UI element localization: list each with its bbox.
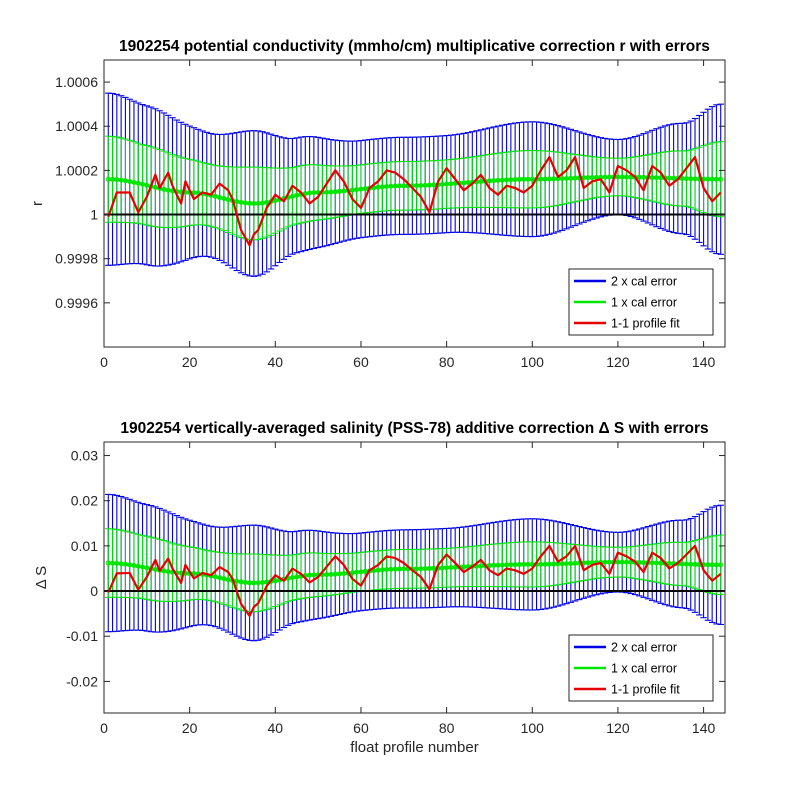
y-tick-label: 1.0006 <box>55 74 98 90</box>
error-center-marker <box>217 194 223 200</box>
profile-fit-line <box>107 156 722 247</box>
plot-content <box>104 493 725 642</box>
error-center-marker <box>289 193 295 199</box>
error-center-marker <box>225 197 231 203</box>
x-tick-label: 40 <box>268 354 284 370</box>
y-tick-label: 0.03 <box>71 448 98 464</box>
x-tick-label: 20 <box>182 354 198 370</box>
x-tick-label: 60 <box>353 354 369 370</box>
legend-label: 2 x cal error <box>611 275 677 289</box>
y-tick-label: 0 <box>90 583 98 599</box>
subplot-2: 0 20 40 60 80 100 120 140 -0.02 -0.01 0 0.01 0.02 0.0… <box>33 420 726 756</box>
legend: 2 x cal error 1 x cal error 1-1 profile fi… <box>568 268 714 336</box>
x-tick-label: 0 <box>100 720 108 736</box>
legend-label: 1 x cal error <box>611 296 677 310</box>
axes-box <box>103 441 726 714</box>
error-center-marker <box>221 196 227 202</box>
y-tick-label: 1.0004 <box>55 118 98 134</box>
y-axis-label: r <box>29 201 46 206</box>
subplot-1: 0 20 40 60 80 100 120 140 0.9996 0.9998 1 1.0002 1.0… <box>29 38 726 370</box>
y-tick-label: 0.01 <box>71 538 98 554</box>
x-tick-label: 120 <box>606 720 630 736</box>
legend-label: 1 x cal error <box>611 662 677 676</box>
error-center-marker <box>272 198 278 204</box>
axes-box <box>103 59 726 348</box>
error-center-marker <box>144 182 150 188</box>
x-tick-label: 20 <box>182 720 198 736</box>
x-tick-label: 140 <box>692 354 716 370</box>
chart-title: 1902254 potential conductivity (mmho/cm)… <box>119 38 710 55</box>
y-tick-label: -0.01 <box>66 628 98 644</box>
error-center-marker <box>212 193 218 199</box>
profile-fit-line <box>107 544 722 617</box>
y-tick-label: 0.02 <box>71 493 98 509</box>
x-tick-label: 80 <box>439 720 455 736</box>
x-tick-label: 0 <box>100 354 108 370</box>
chart-title: 1902254 vertically-averaged salinity (PS… <box>120 420 708 437</box>
legend: 2 x cal error 1 x cal error 1-1 profile fi… <box>568 634 714 702</box>
x-tick-label: 140 <box>692 720 716 736</box>
x-tick-label: 100 <box>521 354 545 370</box>
x-tick-label: 60 <box>353 720 369 736</box>
x-tick-label: 120 <box>606 354 630 370</box>
y-axis-label: Δ S <box>33 566 50 589</box>
y-tick-label: -0.02 <box>66 673 98 689</box>
x-axis-label: float profile number <box>350 739 478 756</box>
x-tick-label: 80 <box>439 354 455 370</box>
y-tick-label: 1.0002 <box>55 162 98 178</box>
x-tick-label: 40 <box>268 720 284 736</box>
plot-content <box>104 92 725 277</box>
y-tick-label: 0.9998 <box>55 251 98 267</box>
y-tick-label: 1 <box>90 207 98 223</box>
error-center-marker <box>140 181 146 187</box>
x-tick-label: 100 <box>521 720 545 736</box>
error-center-marker <box>718 562 724 568</box>
legend-label: 1-1 profile fit <box>611 317 680 331</box>
series-1-x-cal-error <box>105 528 724 613</box>
legend-label: 2 x cal error <box>611 641 677 655</box>
legend-label: 1-1 profile fit <box>611 683 680 697</box>
error-center-marker <box>718 176 724 182</box>
y-tick-label: 0.9996 <box>55 295 98 311</box>
